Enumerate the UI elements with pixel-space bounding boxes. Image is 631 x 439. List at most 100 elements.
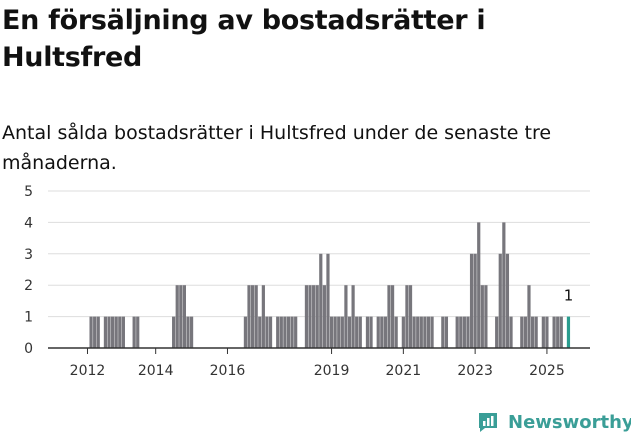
bar bbox=[268, 316, 273, 348]
bar bbox=[387, 285, 391, 348]
bar bbox=[383, 316, 387, 348]
bar bbox=[556, 316, 560, 348]
bar bbox=[480, 285, 484, 348]
bar bbox=[114, 316, 118, 348]
chart-subtitle: Antal sålda bostadsrätter i Hultsfred un… bbox=[2, 122, 552, 174]
bar bbox=[304, 285, 309, 348]
bar bbox=[265, 316, 269, 348]
bar bbox=[462, 316, 466, 348]
bar bbox=[333, 316, 337, 348]
y-axis-labels: 0 1 2 3 4 5 bbox=[24, 184, 33, 357]
bar bbox=[286, 316, 291, 348]
bar-highlight bbox=[566, 316, 571, 348]
x-tick-label: 2023 bbox=[457, 363, 493, 379]
bar bbox=[132, 316, 136, 348]
bar bbox=[329, 316, 334, 348]
bar bbox=[89, 316, 93, 348]
bar bbox=[355, 316, 359, 348]
bar bbox=[326, 253, 330, 348]
bar bbox=[189, 316, 194, 348]
bar bbox=[136, 316, 140, 348]
bar bbox=[426, 316, 431, 348]
x-tick-label: 2014 bbox=[138, 363, 174, 379]
bars: 1 bbox=[89, 222, 573, 348]
y-tick-label: 3 bbox=[24, 247, 33, 263]
bar bbox=[279, 316, 283, 348]
y-tick-label: 1 bbox=[24, 310, 33, 326]
bar bbox=[319, 253, 323, 348]
bar bbox=[520, 316, 524, 348]
bar bbox=[469, 253, 474, 348]
bar bbox=[473, 253, 477, 348]
newsworthy-logo: Newsworthy bbox=[476, 408, 631, 436]
bar bbox=[247, 285, 251, 348]
bar bbox=[394, 316, 398, 348]
bar bbox=[466, 316, 470, 348]
newsworthy-logo-icon bbox=[479, 413, 497, 432]
bar bbox=[347, 316, 352, 348]
bar bbox=[369, 316, 373, 348]
bar bbox=[408, 285, 413, 348]
bar bbox=[340, 316, 344, 348]
bar bbox=[315, 285, 319, 348]
bar bbox=[121, 316, 125, 348]
bar bbox=[179, 285, 183, 348]
bar bbox=[505, 253, 510, 348]
bar bbox=[430, 316, 434, 348]
bar bbox=[358, 316, 362, 348]
bar bbox=[182, 285, 186, 348]
bar bbox=[283, 316, 287, 348]
bar bbox=[322, 285, 326, 348]
bar bbox=[96, 316, 100, 348]
bar bbox=[416, 316, 420, 348]
x-axis-ticks: 2012 2014 2016 2019 2021 2023 2025 bbox=[70, 348, 565, 379]
bar bbox=[254, 285, 258, 348]
y-tick-label: 2 bbox=[24, 278, 33, 294]
bar bbox=[290, 316, 294, 348]
bar bbox=[401, 316, 405, 348]
bar bbox=[412, 316, 416, 348]
bar bbox=[172, 316, 176, 348]
bar bbox=[530, 316, 535, 348]
bar bbox=[534, 316, 538, 348]
bar bbox=[527, 285, 531, 348]
bar bbox=[337, 316, 341, 348]
bar bbox=[365, 316, 370, 348]
bar bbox=[107, 316, 111, 348]
bar bbox=[502, 222, 506, 348]
bar bbox=[380, 316, 384, 348]
x-tick-label: 2021 bbox=[386, 363, 422, 379]
bar bbox=[276, 316, 280, 348]
bar bbox=[243, 316, 248, 348]
x-tick-label: 2012 bbox=[70, 363, 106, 379]
bar bbox=[175, 285, 179, 348]
bar bbox=[261, 285, 265, 348]
y-tick-label: 4 bbox=[24, 215, 33, 231]
brand-name: Newsworthy bbox=[508, 411, 631, 433]
bar bbox=[509, 316, 513, 348]
bar bbox=[495, 316, 499, 348]
bar bbox=[559, 316, 563, 348]
bar bbox=[376, 316, 380, 348]
x-tick-label: 2019 bbox=[314, 363, 350, 379]
bar bbox=[545, 316, 549, 348]
bar bbox=[312, 285, 316, 348]
bar bbox=[441, 316, 445, 348]
bar bbox=[258, 316, 262, 348]
bar bbox=[484, 285, 488, 348]
bar bbox=[523, 316, 527, 348]
bar bbox=[93, 316, 97, 348]
bar bbox=[118, 316, 122, 348]
bar bbox=[419, 316, 423, 348]
bar bbox=[405, 285, 409, 348]
bar bbox=[541, 316, 545, 348]
bar bbox=[552, 316, 556, 348]
bar-value-label: 1 bbox=[564, 287, 574, 305]
y-tick-label: 0 bbox=[24, 341, 33, 357]
bar bbox=[477, 222, 481, 348]
bar bbox=[455, 316, 459, 348]
bar bbox=[251, 285, 255, 348]
bar bbox=[390, 285, 395, 348]
bar bbox=[186, 316, 190, 348]
bar bbox=[111, 316, 115, 348]
